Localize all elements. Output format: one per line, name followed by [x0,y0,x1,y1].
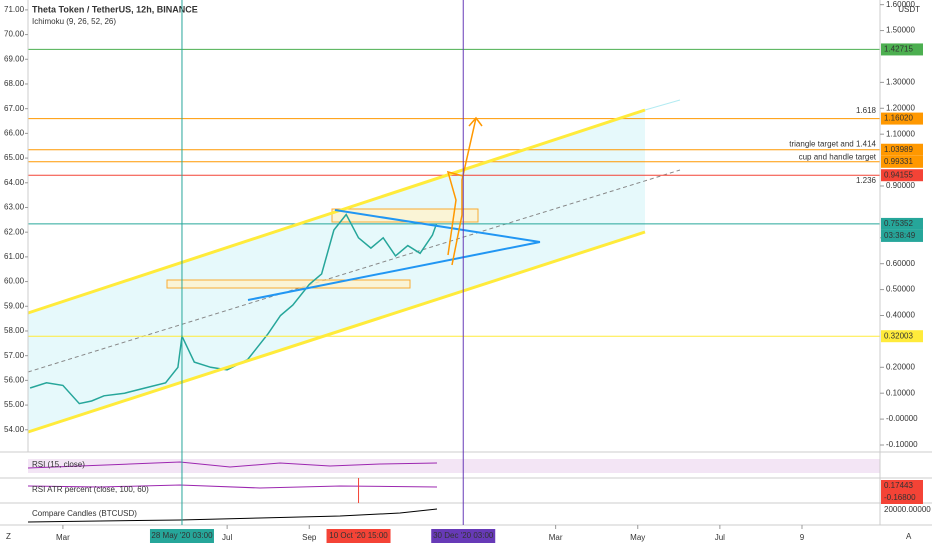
y-tick-label: -0.10000 [886,440,918,449]
compare-line [27,508,438,523]
y2-tick-label: 54.00 [4,425,25,434]
plot-area [28,48,880,405]
chart-title: Theta Token / TetherUS, 12h, BINANCE [32,4,198,14]
y-tick-label: 1.20000 [886,103,915,112]
y2-tick-label: 65.00 [4,153,25,162]
annotation: triangle target and 1.414 [789,140,876,149]
countdown-badge [881,229,923,242]
x-tick-label: Mar [56,533,70,542]
y-tick-label: 0.10000 [886,388,915,397]
y2-tick-label: 67.00 [4,104,25,113]
price-badge-label: 0.32003 [884,331,913,340]
y-tick-label: 1.50000 [886,26,915,35]
y-tick-label: 1.30000 [886,77,915,86]
price-badge-label: 1.03989 [884,145,913,154]
y-tick-label: 0.50000 [886,285,915,294]
y2-tick-label: 69.00 [4,54,25,63]
date-badge-label: 28 May '20 03:00 [151,531,213,540]
triangle-upper [334,209,541,243]
countdown: 03:38:49 [884,231,916,240]
x-tick-label: Jul [715,533,725,542]
y2-tick-label: 68.00 [4,79,25,88]
triangle-lower [247,241,541,301]
y2-tick-label: 62.00 [4,227,25,236]
price-badge [881,217,923,230]
x-tick-label: Sep [302,533,317,542]
y2-tick-label: 61.00 [4,252,25,261]
price-badge [881,112,923,125]
pane-value: 20000.00000 [884,505,931,514]
channel-top [27,108,646,315]
date-badge [149,529,214,543]
pane-name: RSI (15, close) [32,460,85,469]
pane-value: -0.16800 [884,493,916,502]
pane-badge [881,492,923,504]
y2-tick-label: 58.00 [4,326,25,335]
x-tick-label: Jul [222,533,232,542]
y2-tick-label: 57.00 [4,351,25,360]
price-badge [881,330,923,343]
y-tick-label: 0.40000 [886,311,915,320]
currency: USDT [898,5,920,14]
indicator-label: Ichimoku (9, 26, 52, 26) [32,17,116,26]
support-box [166,279,411,289]
rsi-line [27,461,438,469]
price-badge-label: 1.16020 [884,114,913,123]
y2-tick-label: 70.00 [4,30,25,39]
price-badge [881,169,923,182]
price-badge-label: 1.42715 [884,45,913,54]
zoom-key[interactable]: Z [6,532,11,541]
y-tick-label: 0.60000 [886,259,915,268]
x-tick-label: Mar [549,533,563,542]
price-badge [881,143,923,156]
y2-tick-label: 66.00 [4,128,25,137]
projection-arrow [451,117,477,266]
annotation: cup and handle target [799,153,877,162]
price-badge-label: 0.75352 [884,219,913,228]
pane-badge [881,480,923,492]
y2-tick-label: 59.00 [4,301,25,310]
x-tick-label: 9 [800,533,805,542]
y2-tick-label: 63.00 [4,203,25,212]
arrow-head [468,116,483,127]
price-badge-label: 0.94155 [884,170,913,179]
annotation: 1.618 [856,106,877,115]
y2-tick-label: 60.00 [4,277,25,286]
date-badge [326,529,391,543]
y-tick-label: 0.20000 [886,362,915,371]
y2-tick-label: 64.00 [4,178,25,187]
y-tick-label: 0.90000 [886,181,915,190]
auto-key[interactable]: A [906,532,912,541]
date-badge-label: 10 Oct '20 15:00 [329,531,388,540]
channel-midline [27,169,681,373]
y2-tick-label: 55.00 [4,400,25,409]
price-badge-label: 0.99331 [884,157,913,166]
y-tick-label: 1.10000 [886,129,915,138]
date-badge-label: 30 Dec '20 03:00 [433,531,494,540]
channel-bottom [27,230,646,434]
pane-name: RSI ATR percent (close, 100, 60) [32,485,149,494]
annotation: 1.236 [856,176,877,185]
y-tick-label: 1.60000 [886,0,915,9]
rsi-band [28,459,880,473]
date-badge [431,529,496,543]
channel-extension [644,99,681,111]
pane-value: 0.17443 [884,481,913,490]
x-tick-label: May [630,533,645,542]
atr-line [27,484,438,489]
price-badge [881,155,923,168]
y-tick-label: -0.00000 [886,414,918,423]
resistance-box [331,208,479,223]
pane-name: Compare Candles (BTCUSD) [32,509,137,518]
y2-tick-label: 56.00 [4,375,25,384]
projection-arrow [446,170,464,256]
price-badge [881,43,923,56]
y2-tick-label: 71.00 [4,5,25,14]
price-line [29,213,438,405]
